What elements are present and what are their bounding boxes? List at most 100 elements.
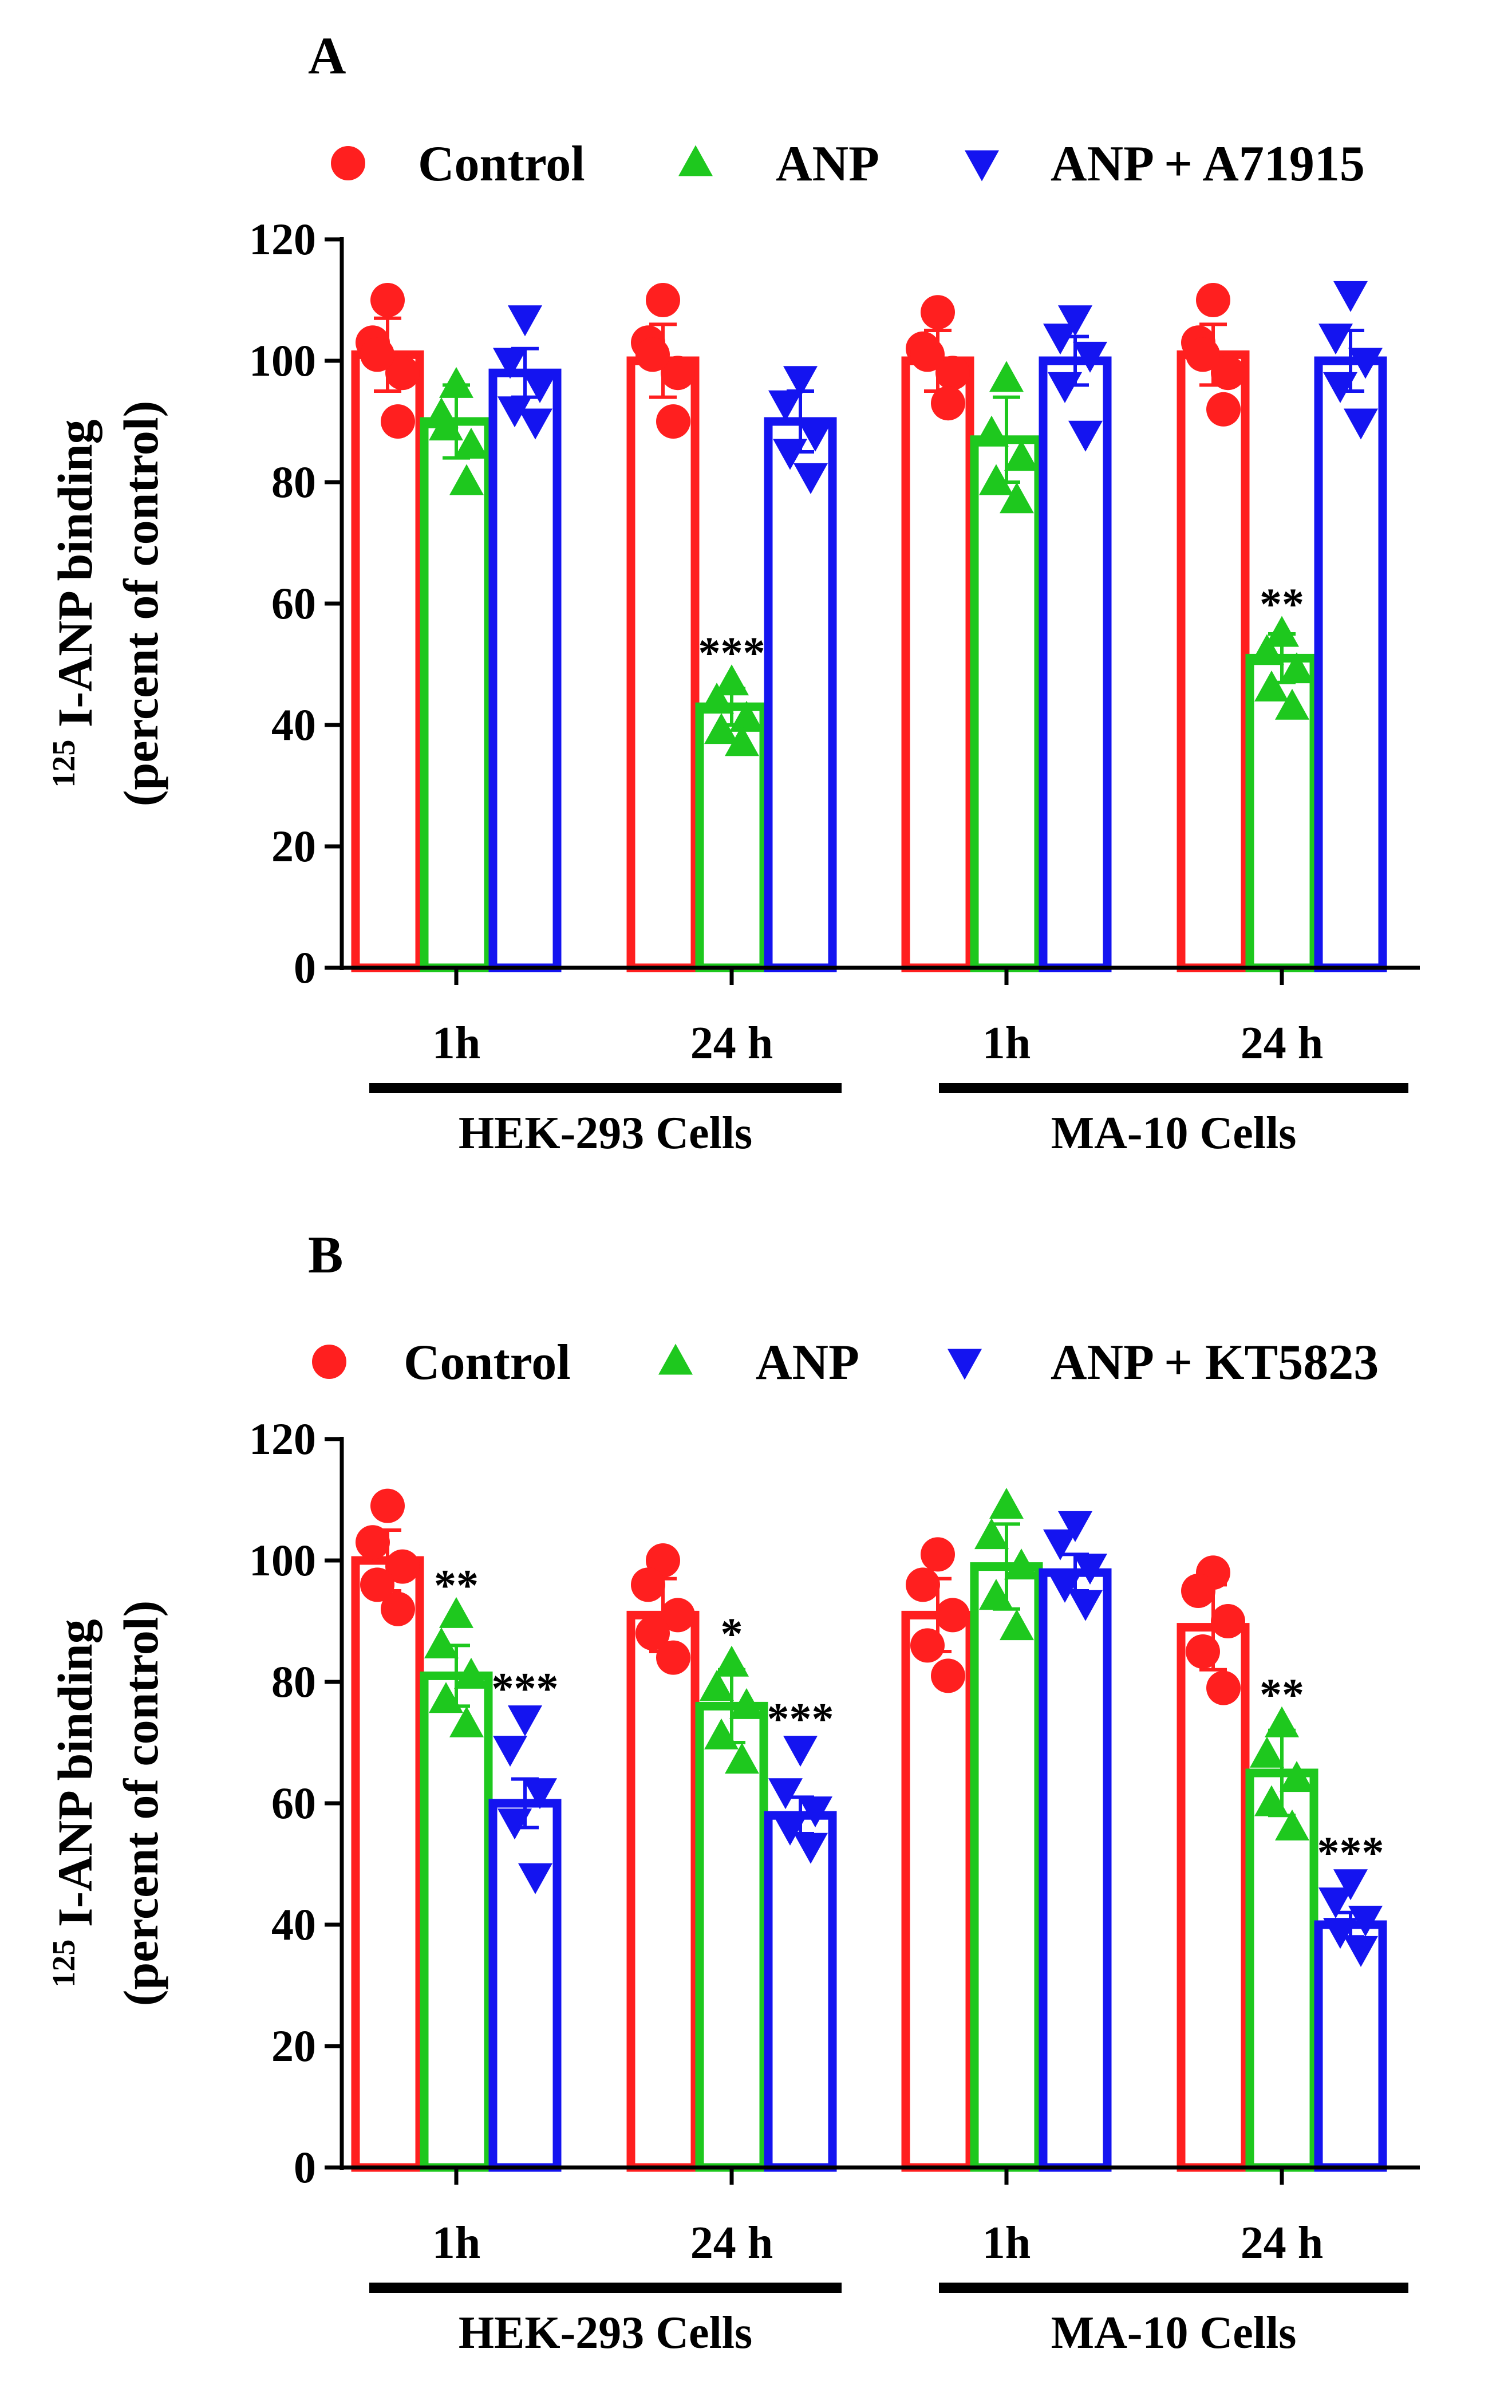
bar xyxy=(1177,350,1250,972)
data-point xyxy=(508,1705,542,1737)
significance-label: *** xyxy=(492,1664,559,1713)
y-axis-label-superscript: 125 xyxy=(46,740,82,788)
y-axis-label-text: I-ANP binding xyxy=(48,419,102,739)
data-point xyxy=(635,1616,670,1651)
data-point xyxy=(798,420,832,452)
bar xyxy=(488,1799,562,2172)
legend-label: Control xyxy=(404,1335,571,1390)
data-point xyxy=(1196,283,1230,317)
data-point xyxy=(1344,1936,1378,1967)
data-point xyxy=(385,1549,420,1584)
significance-label: ** xyxy=(1260,579,1304,629)
data-point xyxy=(429,409,463,441)
data-point xyxy=(1250,1736,1284,1768)
data-point xyxy=(454,1657,488,1689)
data-point xyxy=(1275,688,1309,720)
x-tick-label: 24 h xyxy=(1241,1018,1324,1069)
data-point xyxy=(704,1718,739,1749)
legend-marker-triangle-up xyxy=(658,1343,693,1375)
bar xyxy=(420,1671,493,2172)
y-tick-label: 100 xyxy=(249,336,316,385)
data-point xyxy=(360,337,394,372)
data-point xyxy=(1058,305,1092,337)
x-tick-label: 1h xyxy=(982,1018,1031,1069)
bar xyxy=(1039,1568,1112,2172)
legend-label: ANP xyxy=(776,136,879,192)
data-point xyxy=(381,404,415,439)
legend-marker-circle xyxy=(331,146,365,180)
legend-label: Control xyxy=(418,136,585,192)
data-point xyxy=(1186,337,1220,372)
data-point xyxy=(646,283,680,317)
significance-label: ** xyxy=(1260,1669,1304,1719)
data-point xyxy=(449,464,484,495)
data-point xyxy=(931,1658,965,1693)
data-point xyxy=(1181,1574,1215,1608)
data-point xyxy=(429,1682,463,1713)
bar xyxy=(901,356,974,972)
data-point xyxy=(714,664,749,696)
x-tick-label: 24 h xyxy=(690,1018,773,1069)
data-point xyxy=(385,356,420,391)
y-axis-label-superscript: 125 xyxy=(46,1940,82,1988)
data-point xyxy=(989,361,1024,392)
data-point xyxy=(661,1598,695,1633)
data-point xyxy=(523,1778,557,1810)
data-point xyxy=(1280,1761,1314,1792)
data-point xyxy=(1206,392,1241,427)
data-point xyxy=(1211,356,1245,391)
data-point xyxy=(1348,1905,1383,1937)
data-point xyxy=(768,1778,803,1810)
x-tick-label: 1h xyxy=(432,2218,481,2268)
data-point xyxy=(1186,1634,1220,1669)
panel-b: B Control ANP ANP + KT5823********* *****02… xyxy=(46,1225,1420,2358)
bar xyxy=(1177,1623,1250,2172)
data-point xyxy=(729,1688,764,1719)
data-point xyxy=(783,1736,818,1767)
data-point xyxy=(1000,482,1034,514)
data-point xyxy=(370,1488,405,1523)
data-point xyxy=(631,1567,665,1602)
y-tick-label: 20 xyxy=(271,821,316,871)
group-label: HEK-293 Cells xyxy=(459,2308,752,2358)
data-point xyxy=(979,1579,1013,1610)
data-point xyxy=(1344,408,1378,440)
data-point xyxy=(1073,1554,1107,1585)
data-point xyxy=(725,725,759,756)
data-point xyxy=(1348,348,1383,379)
data-point xyxy=(798,1796,832,1828)
y-tick-label: 20 xyxy=(271,2021,316,2071)
bar xyxy=(695,1701,768,2172)
data-point xyxy=(508,305,542,337)
y-tick-label: 0 xyxy=(294,2142,316,2192)
y-tick-label: 120 xyxy=(249,214,316,264)
y-tick-label: 80 xyxy=(271,457,316,507)
legend-label: ANP xyxy=(756,1335,859,1390)
data-point xyxy=(725,1743,759,1774)
x-tick-label: 1h xyxy=(432,1018,481,1069)
data-point xyxy=(523,372,557,403)
bar xyxy=(764,1811,837,2172)
significance-label: ** xyxy=(434,1560,479,1610)
x-tick-label: 24 h xyxy=(690,2218,773,2268)
data-point xyxy=(1004,440,1039,471)
legend-marker-triangle-up xyxy=(678,145,713,176)
data-point xyxy=(1004,1548,1039,1580)
data-point xyxy=(493,348,527,379)
y-axis-label-text: I-ANP binding xyxy=(48,1619,102,1939)
data-point xyxy=(700,683,734,714)
data-point xyxy=(370,283,405,317)
y-tick-label: 100 xyxy=(249,1535,316,1585)
bar xyxy=(420,417,493,972)
legend-marker-triangle-down xyxy=(965,150,999,182)
bar xyxy=(970,1562,1043,2172)
bar xyxy=(901,1610,974,2172)
data-point xyxy=(1333,281,1368,312)
panel-a-label: A xyxy=(308,26,346,85)
bar xyxy=(1314,1920,1387,2172)
group-label: MA-10 Cells xyxy=(1051,2308,1297,2358)
bar xyxy=(351,350,424,972)
data-point xyxy=(1068,1590,1103,1621)
group-label: HEK-293 Cells xyxy=(459,1108,752,1158)
